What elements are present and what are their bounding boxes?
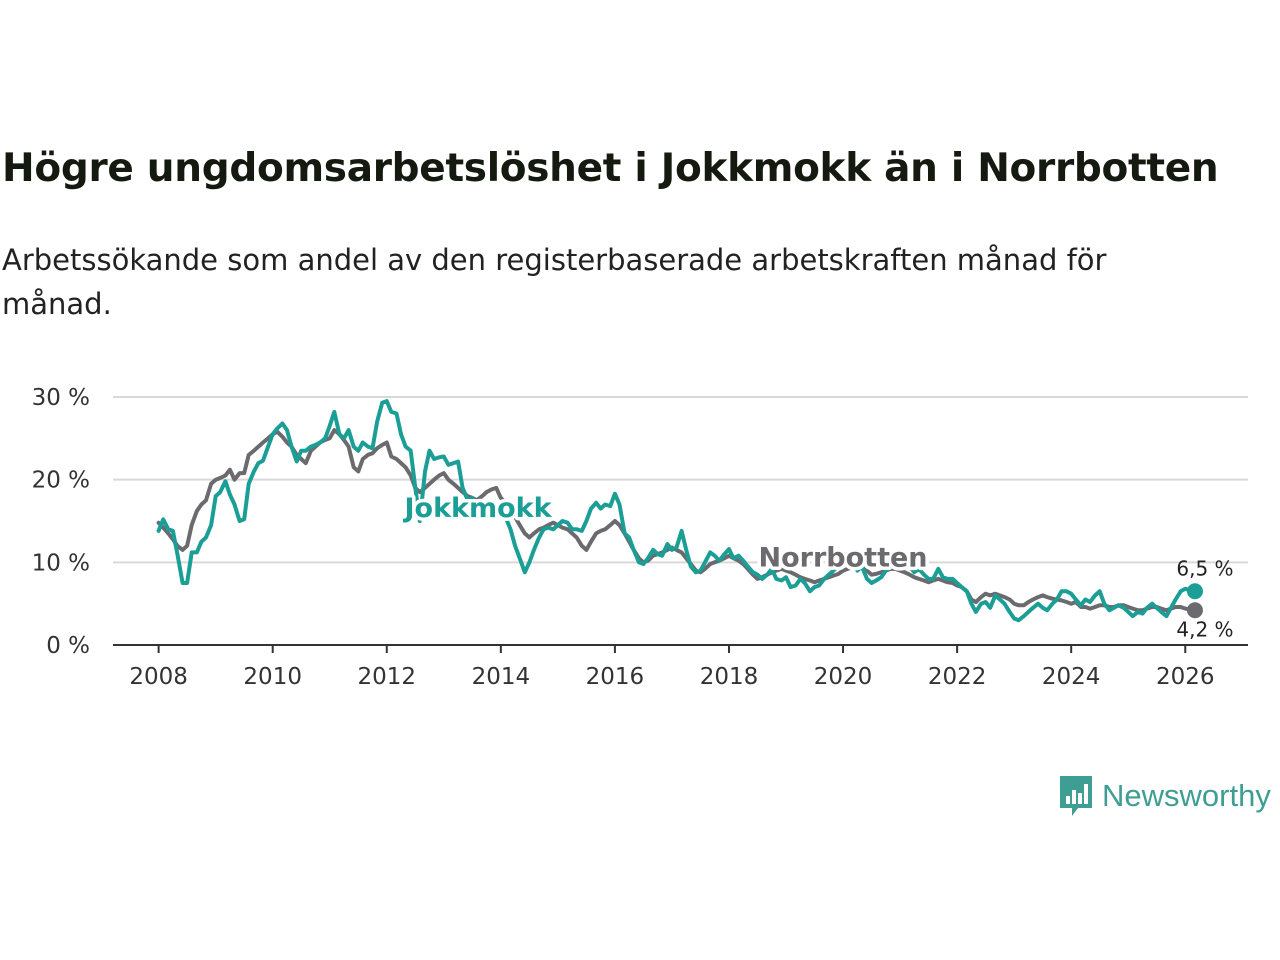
newsworthy-wordmark: Newsworthy <box>1102 778 1271 813</box>
y-tick-label: 20 % <box>32 468 90 494</box>
newsworthy-logo: Newsworthy <box>1058 774 1271 818</box>
x-tick-label: 2020 <box>814 664 873 690</box>
y-tick-label: 10 % <box>32 550 90 576</box>
series-lines <box>156 399 1203 623</box>
chart-title: Högre ungdomsarbetslöshet i Jokkmokk än … <box>2 146 1219 191</box>
y-tick-label: 0 % <box>46 633 90 659</box>
end-label-jokkmokk: 6,5 % <box>1176 556 1233 580</box>
x-tick-label: 2024 <box>1042 664 1101 690</box>
series-labels: 6,5 % 4,2 % Jokkmokk Norrbotten <box>399 489 1234 641</box>
gridlines <box>113 396 1248 564</box>
x-tick-label: 2014 <box>472 664 531 690</box>
x-axis: 2008 2010 2012 2014 2016 2018 2020 2022 2024 2026 <box>113 644 1248 690</box>
series-line-norrbotten <box>156 428 1197 613</box>
x-tick-label: 2012 <box>357 664 416 690</box>
x-tick-label: 2010 <box>243 664 302 690</box>
end-label-norrbotten: 4,2 % <box>1176 617 1233 641</box>
line-chart: 0 % 10 % 20 % 30 % 2008 2010 2012 2014 2016 2018… <box>32 385 1248 690</box>
chart-subtitle: Arbetssökande som andel av den registerb… <box>2 243 1107 321</box>
x-tick-label: 2022 <box>928 664 987 690</box>
end-point-norrbotten <box>1186 602 1203 619</box>
y-tick-label: 30 % <box>32 385 90 411</box>
series-label-jokkmokk: Jokkmokk <box>402 493 552 524</box>
x-tick-label: 2018 <box>700 664 759 690</box>
newsworthy-chart-icon <box>1060 776 1092 816</box>
x-tick-label: 2026 <box>1156 664 1215 690</box>
series-line-jokkmokk <box>156 399 1197 623</box>
x-tick-label: 2008 <box>129 664 188 690</box>
end-point-jokkmokk <box>1186 583 1203 600</box>
series-label-norrbotten: Norrbotten <box>759 542 928 573</box>
y-axis: 0 % 10 % 20 % 30 % <box>32 385 90 659</box>
x-tick-label: 2016 <box>586 664 645 690</box>
